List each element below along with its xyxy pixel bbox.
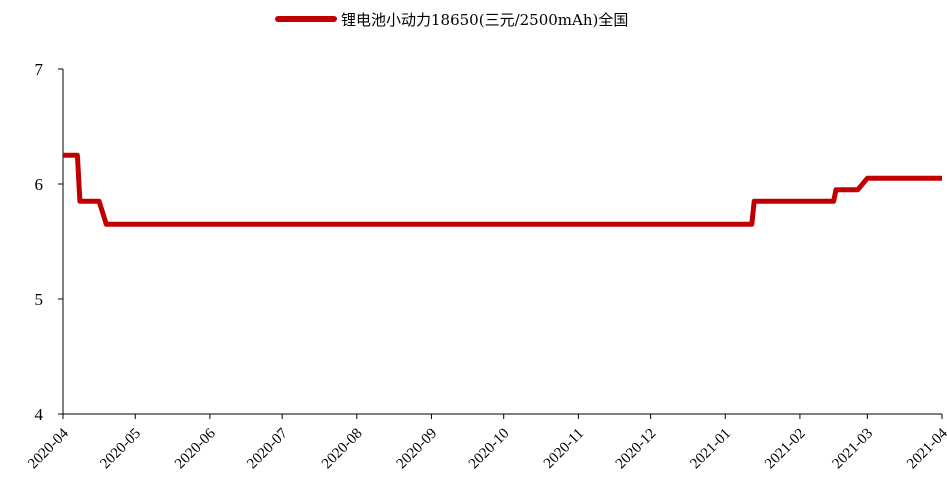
legend: 锂电池小动力18650(三元/2500mAh)全国 bbox=[275, 8, 628, 30]
x-tick-label: 2021-03 bbox=[830, 426, 877, 473]
x-tick-label: 2020-12 bbox=[613, 426, 660, 473]
y-tick-label: 4 bbox=[35, 405, 44, 424]
x-tick-label: 2020-07 bbox=[244, 425, 291, 472]
x-tick-label: 2020-04 bbox=[25, 425, 72, 472]
y-tick-label: 6 bbox=[35, 175, 44, 194]
legend-swatch bbox=[275, 16, 337, 22]
x-tick-label: 2020-05 bbox=[97, 426, 144, 473]
x-tick-label: 2021-02 bbox=[762, 426, 809, 473]
x-tick-label: 2020-11 bbox=[541, 426, 587, 472]
x-tick-label: 2021-04 bbox=[904, 425, 947, 472]
y-tick-label: 7 bbox=[35, 60, 44, 79]
x-tick-label: 2020-08 bbox=[319, 426, 366, 473]
series-line bbox=[63, 152, 942, 227]
legend-label: 锂电池小动力18650(三元/2500mAh)全国 bbox=[341, 10, 629, 29]
x-tick-label: 2020-09 bbox=[394, 426, 441, 473]
x-tick-label: 2020-10 bbox=[466, 426, 513, 473]
x-tick-label: 2021-01 bbox=[687, 426, 734, 473]
x-tick-label: 2020-06 bbox=[172, 425, 219, 472]
y-tick-label: 5 bbox=[35, 290, 44, 309]
